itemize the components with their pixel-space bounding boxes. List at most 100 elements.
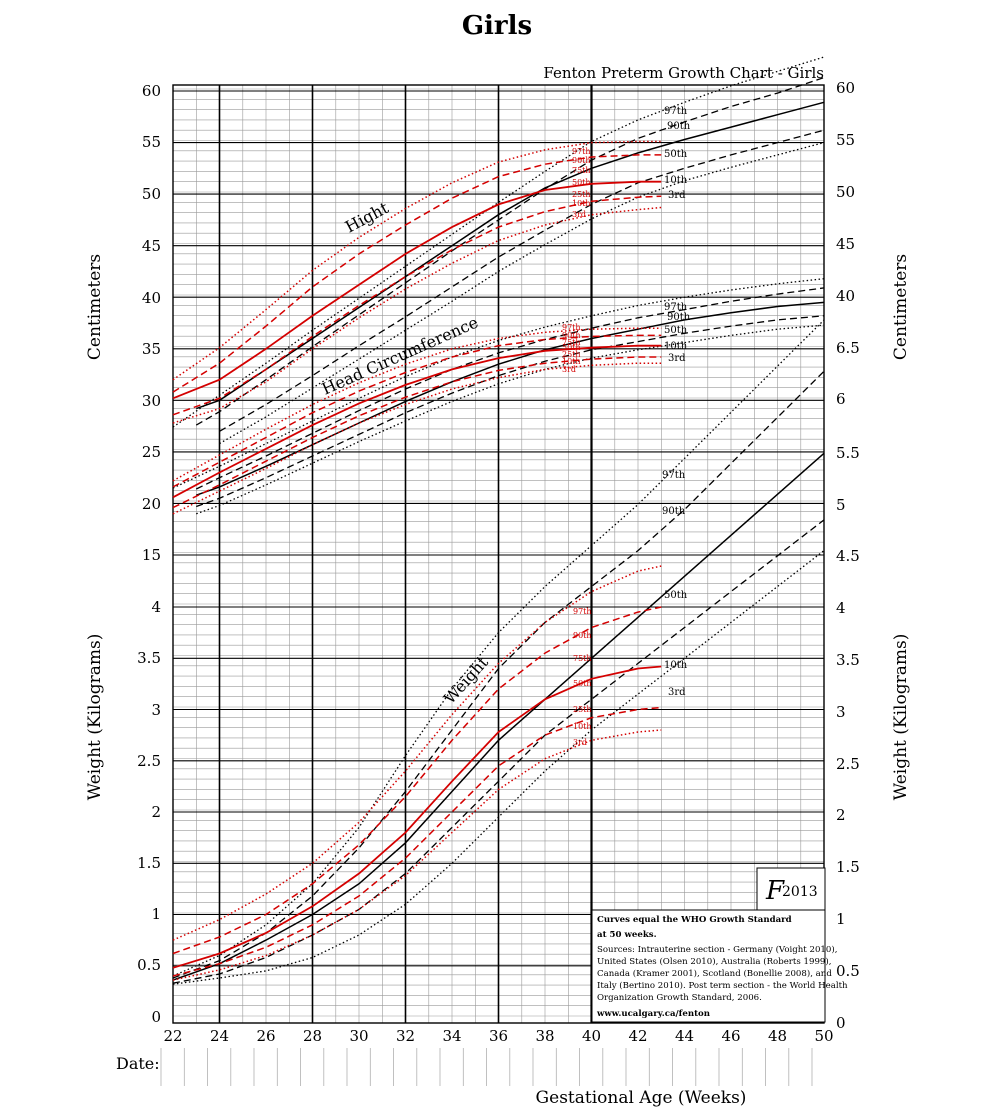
curve-label: 25th <box>562 350 581 359</box>
curve-label: 97th <box>662 470 686 481</box>
notes-box: Curves equal the WHO Growth Standard at … <box>591 909 848 1023</box>
y-tick-left: 15 <box>142 546 161 564</box>
y-axis-label-right-top: Centimeters <box>891 254 911 360</box>
curve-label: 50th <box>664 149 688 160</box>
y-axis-label-left-bottom: Weight (Kilograms) <box>85 634 105 801</box>
curve-label: 97th <box>664 106 688 117</box>
note-bold-2: at 50 weeks. <box>597 930 657 940</box>
curve-label: 97th <box>664 302 688 313</box>
curve-label: 50th <box>664 590 688 601</box>
x-tick: 46 <box>721 1027 740 1045</box>
y-tick-left: 30 <box>142 392 161 410</box>
y-tick-right: 3 <box>836 703 846 721</box>
y-tick-right: 40 <box>836 287 855 305</box>
intrauterine-curve-3rd <box>172 206 662 424</box>
who-curve-50th <box>172 452 825 981</box>
intrauterine-curve-97th <box>172 327 662 482</box>
who-curve-3rd <box>172 550 825 985</box>
chart-title: Girls <box>462 11 532 41</box>
curve-label: 10th <box>664 341 688 352</box>
y-tick-right: 3.5 <box>836 651 860 669</box>
intrauterine-curve-50th <box>172 665 662 969</box>
who-curve-10th <box>172 519 825 984</box>
plot-frame <box>172 84 825 1024</box>
curve-label: 90th <box>573 631 592 640</box>
plot-grid <box>172 84 825 1024</box>
note-url: www.ucalgary.ca/fenton <box>596 1009 711 1019</box>
curve-label: 97th <box>572 147 591 156</box>
who-curve-97th <box>172 278 825 489</box>
who-curve-97th <box>172 56 825 428</box>
curve-label: 3rd <box>572 210 586 219</box>
curve-label: 50th <box>664 325 688 336</box>
note-line-4: Italy (Bertino 2010). Post term section … <box>597 980 848 991</box>
curve-label: Hight <box>342 198 392 237</box>
x-tick: 38 <box>535 1027 554 1045</box>
note-line-1: Sources: Intrauterine section - Germany … <box>597 944 837 955</box>
y-tick-right: 1 <box>836 910 846 928</box>
x-tick: 48 <box>768 1027 787 1045</box>
y-tick-left: 55 <box>142 133 161 151</box>
intrauterine-curve-90th <box>172 154 662 393</box>
curve-label: 10th <box>572 199 591 208</box>
curve-label: 50th <box>562 343 581 352</box>
y-axis-label-right-bottom: Weight (Kilograms) <box>891 634 911 801</box>
y-tick-left: 0.5 <box>137 956 161 974</box>
y-tick-right: 60 <box>836 79 855 97</box>
intrauterine-curve-97th <box>172 565 662 941</box>
y-tick-left: 50 <box>142 185 161 203</box>
curve-label: 75th <box>572 166 591 175</box>
curve-label: 97th <box>573 607 592 616</box>
intrauterine-curve-97th <box>172 140 662 381</box>
x-tick: 36 <box>489 1027 508 1045</box>
who-curve-3rd <box>219 141 825 445</box>
x-tick: 34 <box>442 1027 461 1045</box>
y-tick-right: 2 <box>836 806 846 824</box>
intrauterine-curve-3rd <box>172 362 662 515</box>
x-tick: 44 <box>675 1027 694 1045</box>
y-tick-left: 45 <box>142 237 161 255</box>
curve-label: 50th <box>573 679 592 688</box>
fenton-logo: F 2013 <box>756 867 826 911</box>
who-curve-90th <box>195 76 825 426</box>
x-tick: 26 <box>256 1027 275 1045</box>
curve-label: 75th <box>562 338 581 347</box>
curve-label: 90th <box>562 331 581 340</box>
curve-label: 3rd <box>668 190 686 201</box>
y-tick-right: 50 <box>836 183 855 201</box>
logo-letter: F <box>765 876 785 906</box>
y-tick-left: 40 <box>142 289 161 307</box>
intrauterine-curve-3rd <box>172 729 662 981</box>
x-tick: 22 <box>163 1027 182 1045</box>
y-tick-left: 2 <box>151 803 161 821</box>
y-tick-left: 20 <box>142 495 161 513</box>
curve-label: 3rd <box>562 365 576 374</box>
curve-label: 10th <box>664 660 688 671</box>
y-tick-left: 3.5 <box>137 649 161 667</box>
intrauterine-curve-50th <box>172 344 662 499</box>
x-tick: 30 <box>349 1027 368 1045</box>
y-tick-right: 6.5 <box>836 339 860 357</box>
y-tick-right: 45 <box>836 235 855 253</box>
y-tick-right: 5.5 <box>836 444 860 462</box>
curve-label: 90th <box>667 312 691 323</box>
who-curve-3rd <box>196 324 825 515</box>
y-axis-label-left-top: Centimeters <box>85 254 105 360</box>
note-line-5: Organization Growth Standard, 2006. <box>597 993 762 1003</box>
x-tick: 42 <box>628 1027 647 1045</box>
y-tick-left: 2.5 <box>137 752 161 770</box>
y-tick-left: 0 <box>151 1008 161 1026</box>
y-tick-right: 0.5 <box>836 962 860 980</box>
x-axis-label: Gestational Age (Weeks) <box>536 1088 747 1108</box>
intrauterine-curve-50th <box>172 180 662 400</box>
note-bold-1: Curves equal the WHO Growth Standard <box>597 915 792 925</box>
who-curve-50th <box>196 301 825 496</box>
curve-label: 10th <box>562 357 581 366</box>
curve-label: 3rd <box>573 738 587 747</box>
y-tick-left: 3 <box>151 701 161 719</box>
note-line-2: United States (Olsen 2010), Australia (R… <box>597 956 831 967</box>
y-tick-left: 1 <box>151 905 161 923</box>
y-tick-right: 5 <box>836 496 846 514</box>
who-curve-90th <box>196 287 825 490</box>
x-tick: 32 <box>396 1027 415 1045</box>
